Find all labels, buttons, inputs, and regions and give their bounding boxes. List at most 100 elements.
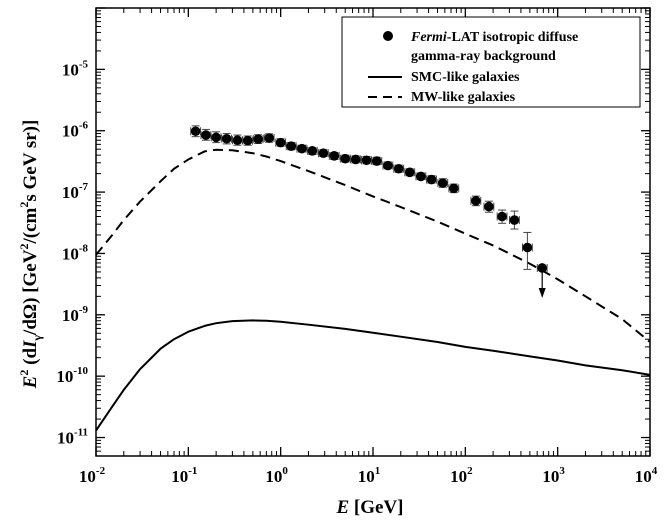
data-point (232, 135, 243, 146)
x-tick-base: 10 (171, 467, 188, 486)
data-point (448, 183, 459, 194)
y-tick-label: 10-8 (62, 242, 89, 263)
y-tick-base: 10 (57, 429, 74, 448)
x-tick-base: 10 (635, 467, 652, 486)
y-tick-label: 10-11 (57, 427, 88, 448)
x-tick-label: 102 (450, 465, 473, 486)
y-tick-base: 10 (56, 367, 73, 386)
x-tick-label: 104 (635, 465, 658, 486)
legend-box (341, 16, 641, 108)
data-point (318, 148, 329, 159)
x-tick-exponent: 2 (467, 465, 473, 477)
data-points (190, 125, 548, 298)
x-tick-labels: 10-2 10-1 100 101 102 103 104 (79, 465, 658, 486)
data-point (509, 215, 520, 225)
legend-points-label-line2: gamma-ray background (411, 49, 556, 64)
x-tick-label: 10-2 (79, 465, 106, 486)
y-title-e2-sup: 2 (17, 202, 31, 208)
y-title-e-sup: 2 (17, 370, 31, 376)
y-title-e2: /(cm (20, 207, 41, 244)
legend-mw-label: MW-like galaxies (411, 90, 516, 105)
y-tick-base: 10 (62, 122, 79, 141)
x-tick-exponent: 0 (282, 465, 288, 477)
data-point (361, 155, 372, 166)
data-point (307, 146, 318, 156)
x-axis-title: E [GeV] (335, 497, 403, 518)
plot-frame (95, 7, 651, 457)
x-tick-label: 103 (542, 465, 565, 486)
data-point (297, 143, 307, 154)
x-tick-base: 10 (265, 467, 282, 486)
legend-points-label-rest: -LAT isotropic diffuse (447, 30, 578, 45)
x-tick-base: 10 (358, 467, 375, 486)
legend-points-marker (383, 31, 393, 41)
upper-limit-point (537, 263, 548, 273)
data-point (522, 242, 533, 253)
x-axis-title-unit: [GeV] (349, 497, 403, 518)
x-tick-exponent: -1 (188, 465, 197, 477)
y-tick-label: 10-10 (56, 365, 88, 386)
y-tick-label: 10-7 (62, 181, 89, 202)
x-tick-base: 10 (450, 467, 467, 486)
data-point (350, 154, 361, 165)
model-curves (95, 148, 651, 432)
x-axis-title-var: E (335, 497, 349, 518)
y-tick-base: 10 (62, 306, 79, 325)
y-tick-exponent: -11 (74, 427, 88, 439)
data-point (253, 134, 263, 144)
x-tick-base: 10 (79, 467, 96, 486)
data-point (286, 141, 296, 151)
x-tick-label: 10-1 (171, 465, 197, 486)
data-point (404, 167, 415, 178)
x-tick-base: 10 (542, 467, 559, 486)
y-title-d: /dΩ) [GeV (20, 249, 41, 336)
data-point (190, 126, 201, 137)
y-title-i: I (20, 340, 41, 349)
data-point (372, 156, 382, 166)
y-tick-exponent: -9 (79, 304, 89, 316)
data-point (416, 171, 426, 182)
data-point (242, 135, 253, 146)
y-tick-exponent: -7 (79, 181, 89, 193)
y-tick-label: 10-6 (62, 120, 89, 141)
x-tick-label: 101 (358, 465, 381, 486)
y-title-d-sup: 2 (17, 244, 31, 250)
y-title-e: E (20, 376, 41, 390)
data-point (221, 133, 232, 144)
data-point (340, 153, 351, 164)
legend-smc-label: SMC-like galaxies (411, 70, 520, 85)
data-point (393, 163, 404, 174)
y-tick-exponent: -5 (79, 58, 89, 70)
x-tick-exponent: 4 (652, 465, 658, 477)
y-title-f: s GeV sr)] (20, 120, 41, 202)
mw-like-curve (95, 148, 651, 343)
legend-points-label-italic: Fermi (410, 30, 447, 45)
y-tick-base: 10 (62, 183, 79, 202)
x-tick-exponent: 1 (375, 465, 381, 477)
smc-like-curve (95, 319, 651, 432)
data-point (275, 137, 286, 148)
legend-points-label: Fermi-LAT isotropic diffuse (410, 30, 578, 45)
y-title-i-sub: γ (30, 335, 44, 342)
legend: Fermi-LAT isotropic diffuse gamma-ray ba… (341, 16, 641, 108)
y-tick-label: 10-9 (62, 304, 89, 325)
x-tick-exponent: -2 (96, 465, 106, 477)
data-point (426, 174, 437, 185)
data-point (497, 211, 507, 222)
y-tick-exponent: -10 (73, 365, 88, 377)
data-point (383, 160, 393, 171)
data-point (201, 130, 211, 140)
y-tick-exponent: -6 (79, 120, 89, 132)
y-tick-label: 10-5 (62, 58, 89, 79)
y-title-b: (d (20, 348, 41, 370)
data-point (211, 132, 221, 143)
y-tick-base: 10 (62, 60, 79, 79)
data-point (264, 133, 274, 143)
y-tick-exponent: -8 (79, 242, 89, 254)
x-tick-label: 100 (265, 465, 288, 486)
data-point (484, 201, 494, 212)
data-point (437, 178, 448, 188)
data-point (329, 151, 340, 161)
